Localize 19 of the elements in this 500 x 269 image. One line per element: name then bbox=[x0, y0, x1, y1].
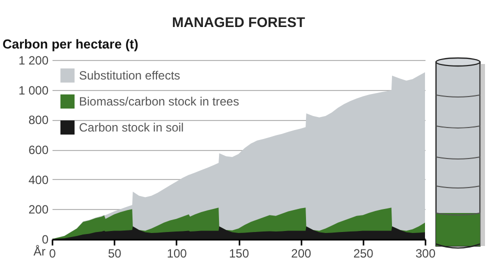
x-axis-title: År bbox=[34, 244, 46, 258]
y-tick-label: 0 bbox=[42, 232, 49, 246]
legend-label: Biomass/carbon stock in trees bbox=[79, 94, 240, 108]
legend-label: Carbon stock in soil bbox=[79, 120, 184, 134]
legend-label: Substitution effects bbox=[79, 68, 180, 82]
x-tick-label: 300 bbox=[415, 246, 436, 260]
chart-title: MANAGED FOREST bbox=[172, 14, 306, 30]
y-tick-label: 200 bbox=[28, 202, 49, 217]
x-tick-label: 250 bbox=[353, 246, 374, 260]
y-tick-label: 1 000 bbox=[18, 83, 49, 98]
x-tick-label: 200 bbox=[291, 246, 312, 260]
y-tick-label: 400 bbox=[28, 172, 49, 187]
y-tick-label: 600 bbox=[28, 143, 49, 157]
y-axis-title: Carbon per hectare (t) bbox=[2, 36, 138, 52]
x-tick-label: 50 bbox=[108, 246, 122, 260]
y-tick-label: 1 200 bbox=[18, 54, 49, 68]
x-tick-label: 150 bbox=[228, 246, 250, 260]
x-tick-label: 100 bbox=[166, 246, 188, 260]
y-tick-label: 800 bbox=[28, 113, 49, 128]
